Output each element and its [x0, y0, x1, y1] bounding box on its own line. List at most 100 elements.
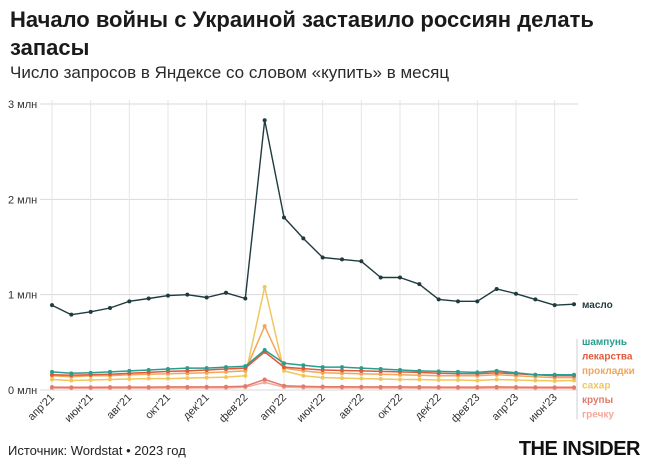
data-point — [166, 376, 170, 381]
series-label: сахар — [582, 381, 610, 392]
data-point — [436, 369, 441, 374]
data-point — [456, 369, 460, 374]
data-point — [417, 377, 422, 382]
data-point — [185, 384, 190, 389]
series-line — [51, 286, 575, 382]
data-point — [552, 303, 557, 308]
data-point — [475, 378, 480, 383]
data-point — [88, 370, 93, 375]
data-point — [88, 377, 93, 382]
data-point — [533, 385, 538, 390]
x-tick-label: июн'23 — [527, 392, 560, 425]
data-point — [533, 378, 538, 383]
data-point — [359, 376, 364, 381]
data-point — [572, 385, 576, 390]
data-point — [572, 372, 576, 377]
x-tick-label: окт'22 — [375, 392, 405, 422]
data-point — [417, 368, 422, 373]
data-point — [185, 366, 190, 371]
x-tick-label: авг'22 — [337, 392, 367, 422]
data-point — [552, 385, 557, 390]
data-point — [204, 384, 209, 389]
x-tick-label: фев'22 — [217, 392, 250, 425]
data-point — [494, 384, 499, 389]
data-point — [146, 385, 151, 390]
series-label: крупы — [582, 395, 613, 406]
data-point — [340, 376, 344, 381]
x-tick-label: дек'22 — [413, 392, 444, 423]
data-point — [69, 371, 74, 376]
data-point — [359, 371, 364, 376]
data-point — [243, 296, 248, 301]
data-point — [514, 385, 518, 390]
data-point — [146, 376, 151, 381]
data-point — [301, 384, 306, 389]
series-label: гречку — [582, 410, 614, 421]
data-point — [185, 292, 190, 297]
data-point — [398, 367, 402, 372]
data-point — [50, 377, 54, 382]
data-point — [224, 384, 228, 389]
data-point — [282, 383, 286, 388]
data-point — [378, 367, 383, 372]
data-point — [204, 370, 209, 375]
data-point — [262, 377, 267, 382]
data-point — [320, 365, 325, 370]
data-point — [456, 299, 460, 304]
data-point — [456, 385, 460, 390]
data-point — [398, 275, 402, 280]
data-point — [50, 385, 54, 390]
data-point — [378, 377, 383, 382]
data-point — [359, 384, 364, 389]
data-point — [301, 373, 306, 378]
data-point — [146, 367, 151, 372]
data-point — [166, 384, 170, 389]
data-point — [262, 285, 267, 290]
data-point — [514, 377, 518, 382]
data-point — [262, 347, 267, 352]
y-tick-label: 1 млн — [8, 290, 37, 302]
series-line — [51, 325, 574, 379]
data-point — [475, 299, 480, 304]
data-point — [243, 373, 248, 378]
series-line — [51, 349, 574, 376]
y-tick-label: 2 млн — [8, 194, 37, 206]
data-point — [204, 366, 209, 371]
x-tick-label: апр'22 — [258, 392, 289, 423]
data-point — [340, 257, 344, 262]
data-point — [359, 259, 364, 264]
data-point — [50, 372, 54, 377]
data-point — [398, 384, 402, 389]
data-point — [88, 309, 93, 314]
data-point — [340, 371, 344, 376]
series-line — [51, 378, 574, 389]
data-point — [572, 378, 576, 383]
data-point — [127, 368, 132, 373]
data-point — [185, 376, 190, 381]
source-note: Источник: Wordstat • 2023 год — [8, 443, 186, 458]
data-point — [533, 372, 538, 377]
data-point — [320, 384, 325, 389]
data-point — [552, 378, 557, 383]
chart-subtitle: Число запросов в Яндексе со словом «купи… — [10, 63, 450, 82]
data-point — [243, 384, 248, 389]
data-point — [494, 286, 499, 291]
data-point — [262, 380, 267, 385]
data-point — [417, 373, 422, 378]
data-point — [262, 324, 267, 329]
x-tick-label: окт'21 — [143, 392, 173, 422]
data-point — [475, 370, 480, 375]
data-point — [378, 275, 383, 280]
data-point — [301, 236, 306, 241]
data-point — [127, 377, 132, 382]
data-point — [359, 368, 364, 373]
series-label: масло — [582, 300, 613, 311]
data-point — [243, 364, 248, 369]
x-tick-label: дек'21 — [181, 392, 212, 423]
data-point — [475, 385, 480, 390]
data-point — [320, 255, 325, 260]
series-label: лекарства — [582, 352, 633, 363]
data-point — [552, 372, 557, 377]
y-tick-label: 0 млн — [8, 385, 37, 397]
